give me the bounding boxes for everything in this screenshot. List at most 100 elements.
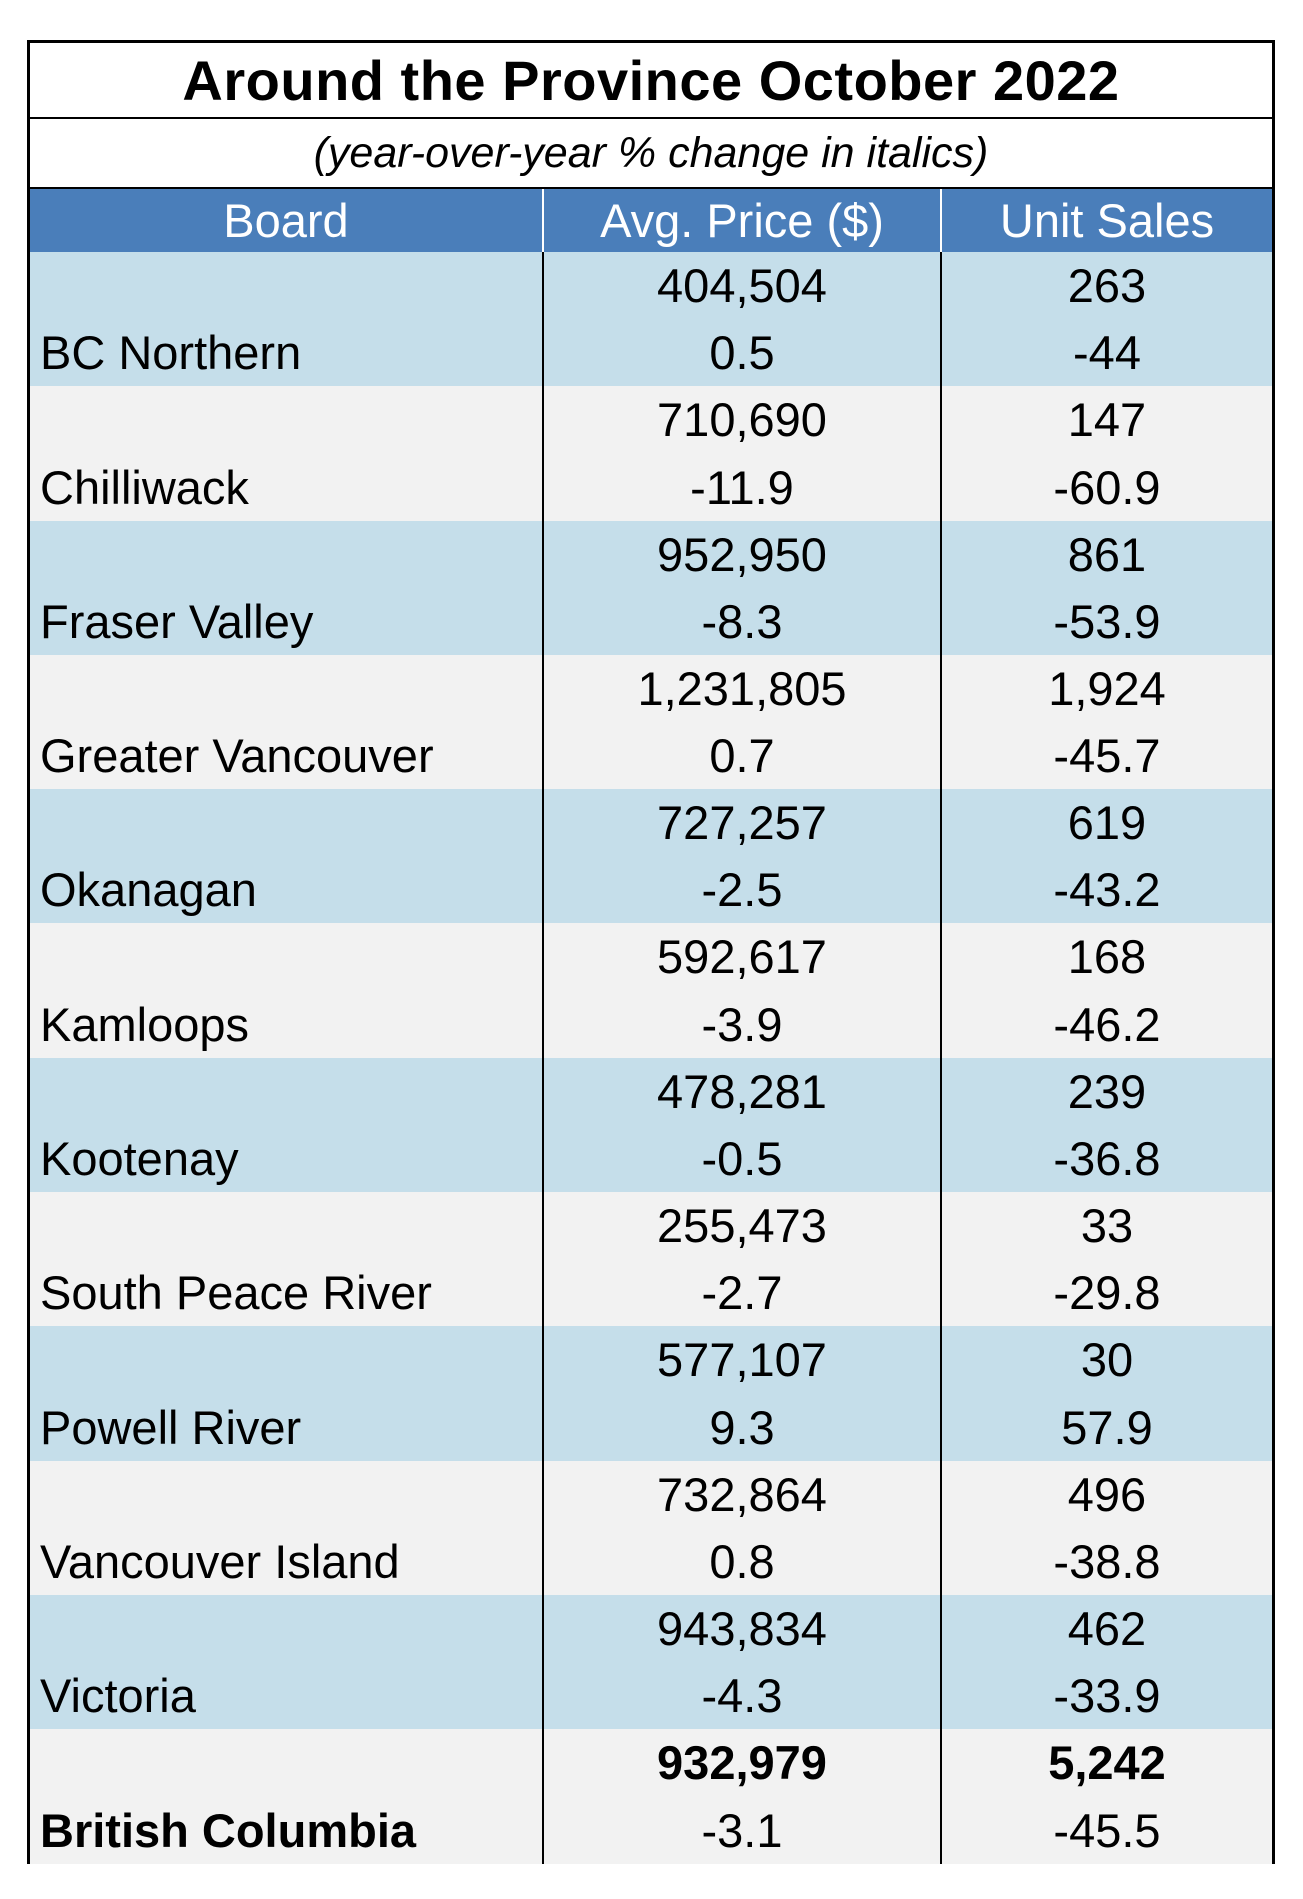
board-cell: South Peace River [30,1192,542,1326]
table-row: Okanagan 727,257 -2.5 619 -43.2 [30,789,1272,924]
table-row: BC Northern 404,504 0.5 263 -44 [30,252,1272,387]
board-cell: Greater Vancouver [30,655,542,789]
table-total-row: British Columbia 932,979 -3.1 5,242 -45.5 [30,1729,1272,1864]
board-cell: Vancouver Island [30,1461,542,1595]
avg-price-value: 592,617 [657,930,827,984]
avg-price-change: -2.7 [701,1266,783,1320]
board-name: Kamloops [40,997,249,1051]
unit-sales-cell: 33 -29.8 [940,1192,1272,1327]
table-row: Victoria 943,834 -4.3 462 -33.9 [30,1594,1272,1730]
board-name: Fraser Valley [40,594,314,648]
unit-sales-cell: 5,242 -45.5 [940,1729,1272,1864]
avg-price-cell: 932,979 -3.1 [542,1729,940,1864]
board-name: Greater Vancouver [40,729,434,783]
unit-sales-value: 619 [1067,796,1147,850]
avg-price-cell: 577,107 9.3 [542,1326,940,1461]
unit-sales-change: -60.9 [1053,460,1161,514]
unit-sales-value: 239 [1067,1064,1147,1118]
unit-sales-cell: 30 57.9 [940,1326,1272,1461]
unit-sales-change: -46.2 [1053,997,1161,1051]
avg-price-value: 727,257 [657,796,827,850]
table-row: Kamloops 592,617 -3.9 168 -46.2 [30,923,1272,1058]
header-unit-sales: Unit Sales [940,189,1272,252]
avg-price-value: 404,504 [657,259,827,312]
unit-sales-value: 1,924 [1048,661,1166,715]
unit-sales-change: 57.9 [1061,1400,1153,1454]
unit-sales-value: 33 [1080,1199,1134,1253]
table-row: South Peace River 255,473 -2.7 33 -29.8 [30,1192,1272,1327]
board-cell: British Columbia [30,1729,542,1863]
avg-price-cell: 710,690 -11.9 [542,386,940,521]
header-board: Board [223,194,349,247]
avg-price-value: 952,950 [657,527,827,581]
unit-sales-change: -36.8 [1053,1132,1161,1186]
avg-price-change: 0.7 [709,729,775,783]
avg-price-cell: 1,231,805 0.7 [542,654,940,790]
unit-sales-value: 5,242 [1048,1736,1166,1790]
board-name: British Columbia [40,1803,417,1857]
board-name: Chilliwack [40,460,249,514]
unit-sales-cell: 462 -33.9 [940,1594,1272,1730]
board-cell: Kamloops [30,923,542,1057]
table-row: Fraser Valley 952,950 -8.3 861 -53.9 [30,520,1272,655]
avg-price-change: -4.3 [701,1669,783,1723]
unit-sales-change: -29.8 [1053,1266,1161,1320]
unit-sales-value: 496 [1067,1467,1147,1521]
unit-sales-cell: 1,924 -45.7 [940,654,1272,790]
avg-price-change: -11.9 [690,460,794,514]
unit-sales-cell: 619 -43.2 [940,789,1272,924]
board-cell: Fraser Valley [30,521,542,655]
avg-price-value: 732,864 [657,1467,827,1521]
avg-price-change: 0.5 [709,326,775,380]
board-name: Kootenay [40,1132,239,1186]
avg-price-value: 255,473 [657,1199,827,1253]
table-row: Kootenay 478,281 -0.5 239 -36.8 [30,1057,1272,1193]
unit-sales-change: -45.7 [1053,729,1161,783]
board-cell: BC Northern [30,252,542,386]
unit-sales-change: -44 [1073,326,1141,380]
unit-sales-cell: 496 -38.8 [940,1460,1272,1595]
board-name: South Peace River [40,1266,432,1320]
table-body: BC Northern 404,504 0.5 263 -44 Chilliwack 710… [30,252,1272,1864]
unit-sales-value: 30 [1080,1333,1134,1387]
board-cell: Okanagan [30,789,542,923]
unit-sales-change: -38.8 [1053,1534,1161,1588]
avg-price-value: 943,834 [657,1601,827,1655]
board-name: BC Northern [40,326,302,380]
avg-price-cell: 255,473 -2.7 [542,1192,940,1327]
avg-price-change: 0.8 [709,1534,775,1588]
table-row: Chilliwack 710,690 -11.9 147 -60.9 [30,386,1272,521]
unit-sales-cell: 168 -46.2 [940,923,1272,1058]
unit-sales-value: 147 [1067,393,1147,447]
table-row: Powell River 577,107 9.3 30 57.9 [30,1326,1272,1461]
unit-sales-change: -53.9 [1053,594,1161,648]
avg-price-change: -3.1 [701,1803,783,1857]
avg-price-value: 710,690 [657,393,827,447]
unit-sales-cell: 263 -44 [940,252,1272,387]
unit-sales-value: 462 [1067,1601,1147,1655]
unit-sales-value: 263 [1067,259,1147,312]
table-row: Greater Vancouver 1,231,805 0.7 1,924 -45.7 [30,654,1272,790]
board-name: Okanagan [40,863,257,917]
board-cell: Chilliwack [30,386,542,520]
header-avg-price: Avg. Price ($) [542,189,940,252]
avg-price-value: 1,231,805 [637,661,847,715]
unit-sales-change: -43.2 [1053,863,1161,917]
board-name: Victoria [40,1669,196,1723]
avg-price-value: 932,979 [657,1736,827,1790]
board-cell: Victoria [30,1595,542,1729]
avg-price-change: 9.3 [709,1400,775,1454]
avg-price-cell: 478,281 -0.5 [542,1057,940,1193]
avg-price-value: 478,281 [657,1064,827,1118]
board-name: Vancouver Island [40,1534,400,1588]
table-subtitle: (year-over-year % change in italics) [313,128,989,177]
unit-sales-value: 168 [1067,930,1147,984]
unit-sales-change: -33.9 [1053,1669,1161,1723]
unit-sales-cell: 239 -36.8 [940,1057,1272,1193]
table-header: Board Avg. Price ($) Unit Sales [30,187,1272,252]
avg-price-change: -0.5 [701,1132,783,1186]
board-cell: Powell River [30,1326,542,1460]
avg-price-cell: 592,617 -3.9 [542,923,940,1058]
avg-price-change: -8.3 [701,594,783,648]
table-row: Vancouver Island 732,864 0.8 496 -38.8 [30,1460,1272,1595]
